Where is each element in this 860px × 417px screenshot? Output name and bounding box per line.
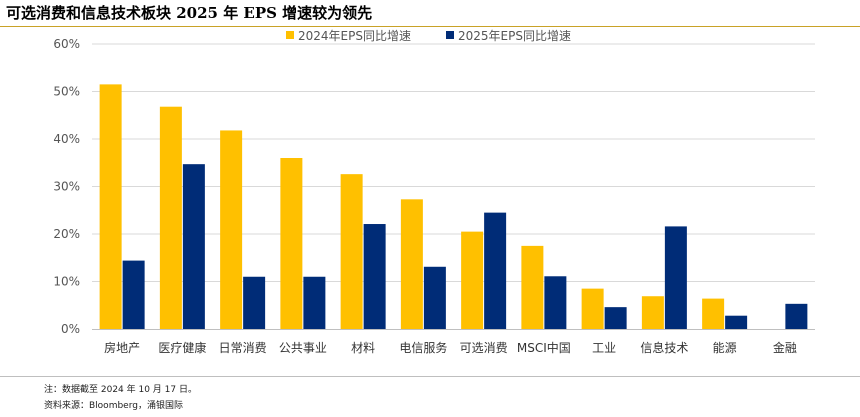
- y-tick-label: 50%: [53, 85, 80, 99]
- y-axis-ticks: 0% 10% 20% 30% 40% 50% 60%: [53, 37, 80, 336]
- legend-swatch: [446, 31, 454, 39]
- y-tick-label: 60%: [53, 37, 80, 51]
- chart-source: 资料来源：Bloomberg，涌银国际: [44, 401, 183, 411]
- x-tick-label: 医疗健康: [158, 340, 206, 355]
- bar-2025: [423, 266, 446, 329]
- bar-2024: [702, 298, 725, 329]
- bar-2024: [220, 130, 243, 329]
- y-tick-label: 10%: [53, 275, 80, 289]
- title-divider: [0, 26, 860, 27]
- bar-2025: [363, 224, 386, 329]
- x-tick-label: 电信服务: [399, 340, 447, 355]
- x-tick-label: 金融: [773, 340, 797, 355]
- bar-2025: [604, 307, 627, 329]
- bar-2024: [280, 158, 303, 329]
- x-tick-label: 房地产: [104, 340, 140, 355]
- x-tick-label: 材料: [351, 341, 375, 355]
- bar-2025: [122, 260, 145, 329]
- legend-swatch: [286, 31, 294, 39]
- bar-2024: [99, 84, 122, 329]
- x-tick-label: 可选消费: [460, 341, 508, 355]
- x-tick-label: 公共事业: [279, 341, 327, 355]
- y-tick-label: 0%: [61, 322, 80, 336]
- bar-2025: [182, 164, 205, 329]
- bar-2024: [461, 231, 484, 329]
- x-tick-label: 能源: [713, 341, 737, 355]
- bar-2024: [340, 174, 363, 329]
- chart-title: 可选消费和信息技术板块 2025 年 EPS 增速较为领先: [6, 4, 373, 22]
- x-tick-label: MSCI中国: [517, 340, 571, 355]
- bar-2025: [725, 315, 748, 329]
- gridlines: [92, 43, 815, 282]
- bar-2025: [544, 276, 567, 329]
- bar-2024: [521, 245, 544, 329]
- bar-2025: [243, 276, 266, 329]
- x-tick-label: 工业: [592, 341, 616, 355]
- x-axis-labels: 房地产 医疗健康 日常消费 公共事业 材料 电信服务 可选消费 MSCI中国 工业 信息技术 能源 金…: [104, 340, 797, 355]
- bar-chart: 0% 10% 20% 30% 40% 50% 60% 房地产 医疗健康 日常消费 公共事业 材料 电信…: [53, 29, 815, 355]
- y-tick-label: 40%: [53, 132, 80, 146]
- bar-2025: [785, 303, 808, 329]
- bar-2024: [581, 288, 604, 329]
- x-tick-label: 日常消费: [219, 341, 267, 355]
- bar-2024: [641, 296, 664, 329]
- y-tick-label: 20%: [53, 227, 80, 241]
- y-tick-label: 30%: [53, 180, 80, 194]
- bar-2025: [303, 276, 326, 329]
- legend-label: 2025年EPS同比增速: [458, 29, 571, 43]
- legend: 2024年EPS同比增速 2025年EPS同比增速: [286, 29, 571, 43]
- footer-divider: [0, 376, 860, 377]
- bars: [99, 84, 808, 329]
- bar-2025: [664, 226, 687, 329]
- bar-2025: [484, 212, 507, 329]
- legend-label: 2024年EPS同比增速: [298, 29, 411, 43]
- bar-2024: [400, 199, 423, 329]
- x-tick-label: 信息技术: [640, 340, 688, 355]
- bar-2024: [159, 106, 182, 329]
- chart-note: 注：数据截至 2024 年 10 月 17 日。: [44, 385, 197, 395]
